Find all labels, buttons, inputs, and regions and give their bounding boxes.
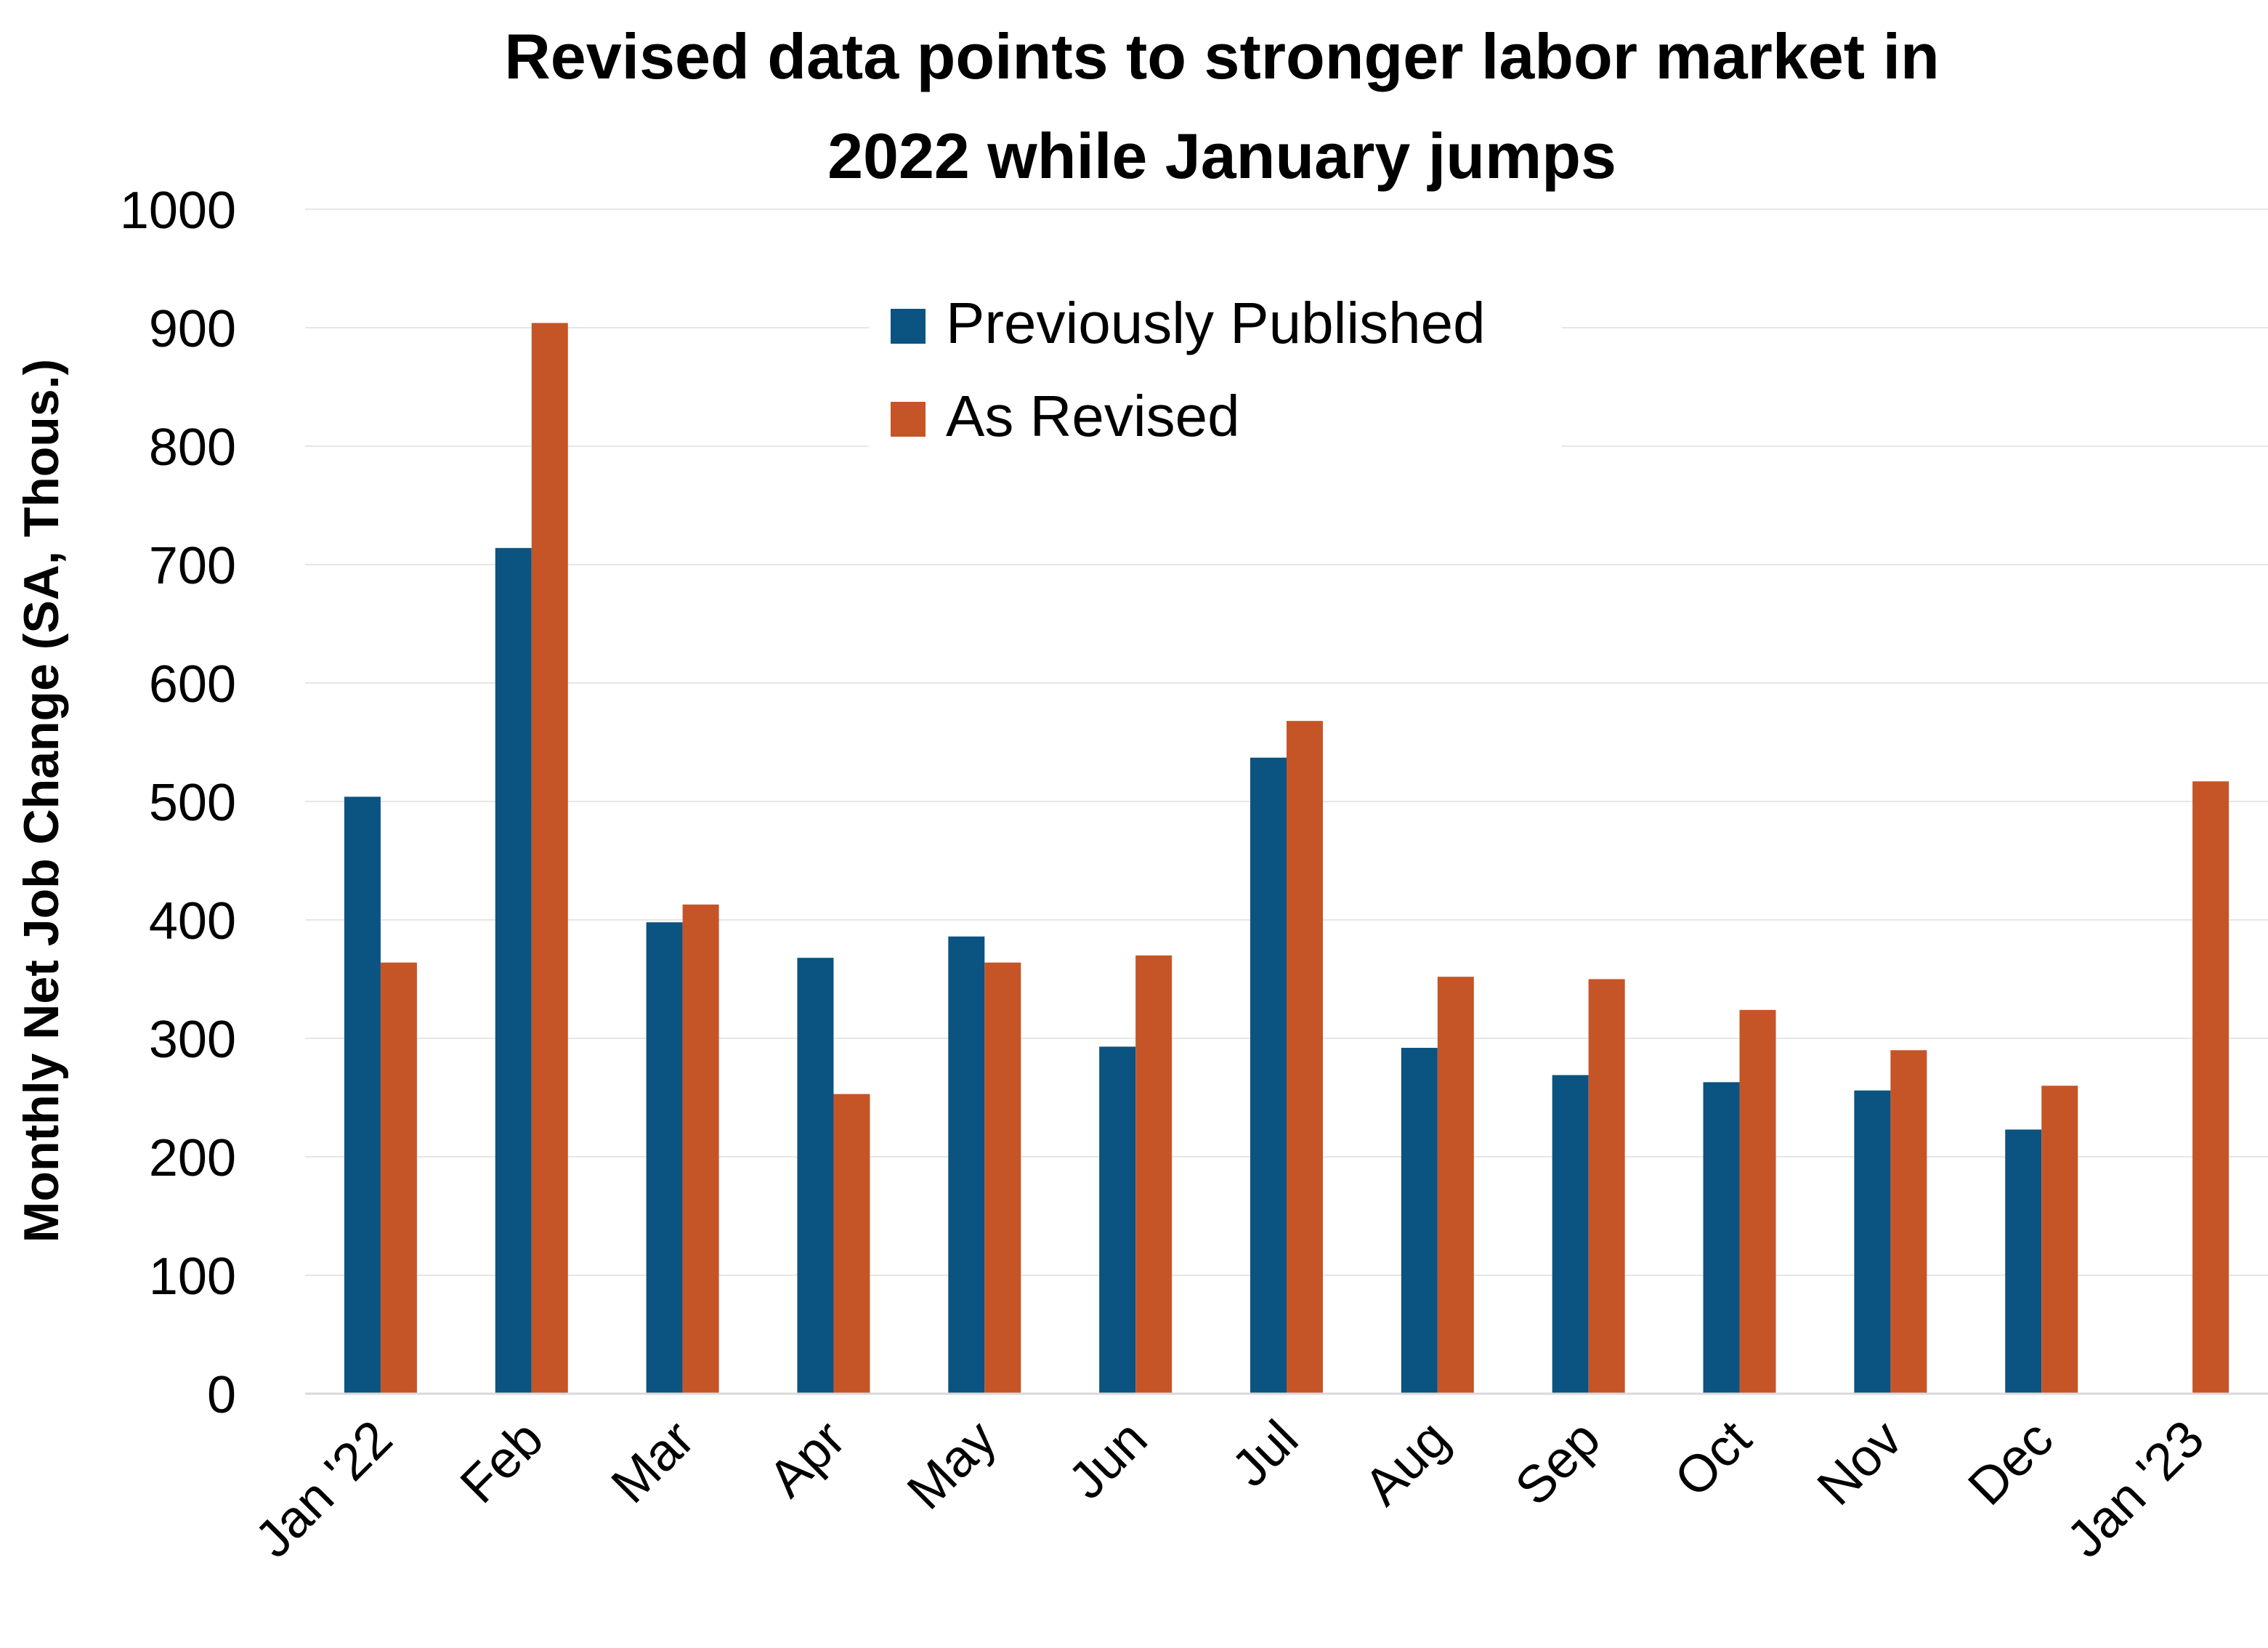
bar-previously-published-7 <box>1401 1048 1438 1394</box>
legend-swatch-previously-published <box>891 309 926 344</box>
bar-previously-published-2 <box>646 922 683 1394</box>
bar-previously-published-8 <box>1552 1075 1589 1394</box>
legend-swatch-as-revised <box>891 402 926 437</box>
bar-as-revised-7 <box>1437 977 1474 1394</box>
bar-as-revised-4 <box>984 962 1021 1394</box>
bar-previously-published-9 <box>1703 1082 1740 1394</box>
x-axis-ticks: Jan '22 Feb Mar Apr May Jun Jul Aug Sep Oct Nov Dec… <box>244 1410 2215 1569</box>
bar-as-revised-11 <box>2041 1086 2078 1394</box>
bar-previously-published-11 <box>2005 1129 2042 1394</box>
y-axis-ticks: 0 100 200 300 400 500 600 700 800 900 1000 <box>120 182 236 1424</box>
chart-title-line-2: 2022 while January jumps <box>827 120 1616 192</box>
legend-label-previously-published: Previously Published <box>946 291 1486 355</box>
bar-as-revised-8 <box>1588 979 1625 1394</box>
bar-as-revised-6 <box>1287 721 1323 1394</box>
bar-as-revised-10 <box>1890 1050 1927 1394</box>
bar-previously-published-4 <box>948 936 985 1394</box>
x-tick-label-1: Feb <box>450 1410 554 1514</box>
x-tick-label-3: Apr <box>758 1410 856 1508</box>
bar-previously-published-6 <box>1250 757 1287 1394</box>
y-tick-label-1000: 1000 <box>120 182 236 240</box>
bar-as-revised-1 <box>531 323 568 1394</box>
y-tick-label-400: 400 <box>149 892 236 950</box>
y-axis-label: Monthly Net Job Change (SA, Thous.) <box>14 359 69 1243</box>
y-tick-label-500: 500 <box>149 774 236 832</box>
x-tick-label-6: Jul <box>1221 1410 1310 1498</box>
x-tick-label-0: Jan '22 <box>244 1410 403 1569</box>
chart-title-line-1: Revised data points to stronger labor ma… <box>504 20 1940 92</box>
y-tick-label-0: 0 <box>207 1366 236 1424</box>
y-tick-label-100: 100 <box>149 1248 236 1306</box>
bar-previously-published-5 <box>1099 1046 1136 1394</box>
x-tick-label-5: Jun <box>1058 1410 1159 1511</box>
y-tick-label-800: 800 <box>149 419 236 477</box>
x-tick-label-9: Oct <box>1664 1410 1762 1508</box>
y-tick-label-700: 700 <box>149 537 236 595</box>
x-tick-label-7: Aug <box>1353 1410 1460 1516</box>
bar-previously-published-10 <box>1854 1090 1891 1394</box>
x-tick-label-4: May <box>896 1410 1008 1521</box>
legend-label-as-revised: As Revised <box>946 384 1240 448</box>
x-tick-label-2: Mar <box>601 1410 705 1514</box>
y-tick-label-300: 300 <box>149 1011 236 1069</box>
y-tick-label-600: 600 <box>149 655 236 714</box>
x-tick-label-12: Jan '23 <box>2056 1410 2215 1569</box>
y-tick-label-900: 900 <box>149 300 236 358</box>
bar-as-revised-0 <box>380 962 417 1394</box>
bar-previously-published-0 <box>344 796 381 1394</box>
x-tick-label-8: Sep <box>1504 1410 1611 1516</box>
bar-as-revised-5 <box>1135 955 1173 1394</box>
bar-as-revised-9 <box>1739 1009 1776 1394</box>
bar-as-revised-3 <box>833 1094 870 1394</box>
bar-previously-published-3 <box>797 958 834 1394</box>
legend: Previously Published As Revised <box>869 283 1562 451</box>
bars <box>344 323 2229 1394</box>
bar-as-revised-2 <box>682 904 719 1394</box>
bar-previously-published-1 <box>495 548 532 1394</box>
bar-as-revised-12 <box>2192 781 2229 1394</box>
y-tick-label-200: 200 <box>149 1129 236 1187</box>
x-tick-label-11: Dec <box>1957 1410 2064 1516</box>
x-tick-label-10: Nov <box>1807 1410 1913 1516</box>
legend-background <box>869 283 1562 451</box>
